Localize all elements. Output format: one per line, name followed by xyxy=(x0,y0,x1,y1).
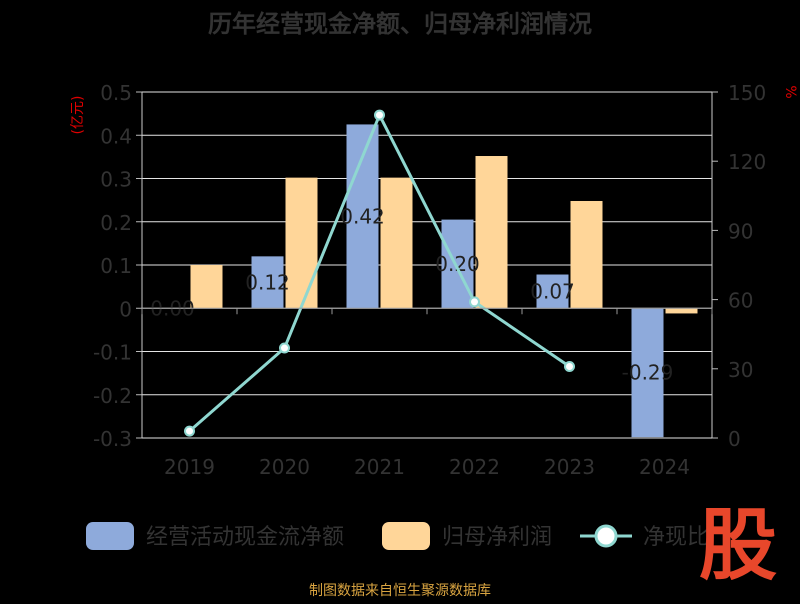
left-tick-label: 0.5 xyxy=(100,81,132,105)
line-point xyxy=(564,360,575,372)
line-point xyxy=(279,342,290,354)
bar-net-profit xyxy=(665,308,698,314)
chart-title: 历年经营现金净额、归母净利润情况 xyxy=(208,10,592,38)
bar-data-label: -0.29 xyxy=(622,361,674,385)
bar-data-label: 0.12 xyxy=(245,270,290,294)
x-tick-label: 2021 xyxy=(354,455,405,479)
line-series xyxy=(184,109,575,437)
bar-operating-cashflow xyxy=(251,256,284,309)
watermark-logo: 股 xyxy=(699,501,777,591)
left-tick-label: -0.1 xyxy=(93,341,132,365)
x-tick-label: 2022 xyxy=(449,455,500,479)
bar-net-profit xyxy=(570,200,603,309)
left-tick-label: -0.3 xyxy=(93,427,132,451)
bar-operating-cashflow xyxy=(536,274,569,309)
left-tick-label: 0.1 xyxy=(100,254,132,278)
right-tick-label: 0 xyxy=(728,427,741,451)
x-axis-ticks: 2019 2020 2021 2022 2023 2024 xyxy=(141,307,713,479)
right-tick-label: 150 xyxy=(728,81,766,105)
bar-data-label: 0.42 xyxy=(340,204,385,228)
right-tick-label: 120 xyxy=(728,150,766,174)
legend: 经营活动现金流净额 归母净利润 净现比 xyxy=(86,522,709,550)
legend-swatch-point xyxy=(594,524,618,548)
bar-data-label: 0.20 xyxy=(435,252,480,276)
legend-swatch-operating-cashflow xyxy=(86,522,134,550)
right-tick-label: 60 xyxy=(728,289,753,313)
line-point xyxy=(184,425,195,437)
legend-swatch-net-profit xyxy=(382,522,430,550)
x-tick-label: 2023 xyxy=(544,455,595,479)
bar-operating-cashflow xyxy=(631,308,664,438)
left-axis-ticks: 0.5 0.4 0.3 0.2 0.1 0 -0.1 -0.2 -0.3 xyxy=(93,81,132,451)
bar-net-profit xyxy=(475,156,508,309)
x-tick-label: 2020 xyxy=(259,455,310,479)
right-tick-label: 90 xyxy=(728,219,753,243)
bar-net-profit xyxy=(190,265,223,309)
left-tick-label: 0.4 xyxy=(100,124,132,148)
right-axis-unit: % xyxy=(782,85,798,98)
bar-net-profit xyxy=(380,177,413,309)
left-tick-label: 0.3 xyxy=(100,168,132,192)
legend-label-net-profit: 归母净利润 xyxy=(442,525,552,550)
left-tick-label: -0.2 xyxy=(93,384,132,408)
left-tick-label: 0 xyxy=(119,297,132,321)
right-tick-label: 30 xyxy=(728,358,753,382)
line-point xyxy=(469,296,480,308)
legend-label-operating-cashflow: 经营活动现金流净额 xyxy=(146,525,344,550)
legend-label-line: 净现比 xyxy=(643,525,709,550)
x-tick-label: 2024 xyxy=(639,455,690,479)
bar-data-labels: 0.000.120.420.200.07-0.29 xyxy=(150,204,673,384)
bar-operating-cashflow xyxy=(441,219,474,309)
line-point xyxy=(374,109,385,121)
bar-data-label: 0.07 xyxy=(530,279,575,303)
x-tick-label: 2019 xyxy=(164,455,215,479)
left-axis-unit: (亿元) xyxy=(70,96,86,135)
bar-net-profit xyxy=(285,177,318,309)
left-tick-label: 0.2 xyxy=(100,211,132,235)
source-note: 制图数据来自恒生聚源数据库 xyxy=(309,583,491,599)
right-axis-ticks: 150 120 90 60 30 0 xyxy=(712,81,766,451)
